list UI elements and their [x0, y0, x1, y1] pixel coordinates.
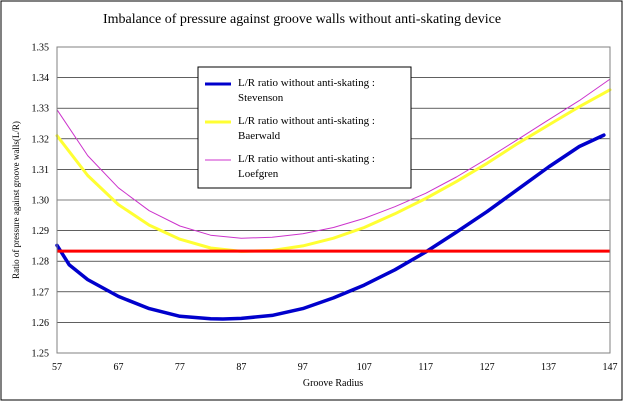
- y-tick-label: 1.25: [32, 349, 50, 360]
- plot-area-border: [56, 46, 611, 354]
- legend-label-baerwald-line2: Baerwald: [238, 130, 281, 142]
- x-tick-label: 87: [236, 362, 246, 373]
- x-tick-label: 137: [541, 362, 556, 373]
- legend-label-loefgren-line1: L/R ratio without anti-skating :: [238, 153, 375, 165]
- legend-label-baerwald-line1: L/R ratio without anti-skating :: [238, 115, 375, 127]
- legend-label-loefgren-line2: Loefgren: [238, 168, 279, 180]
- x-tick-label: 107: [357, 362, 372, 373]
- series-line-baerwald: [55, 88, 612, 253]
- y-tick-label: 1.29: [32, 226, 50, 237]
- y-tick-label: 1.26: [32, 318, 50, 329]
- x-tick-label: 147: [603, 362, 618, 373]
- x-tick-label: 77: [175, 362, 185, 373]
- y-tick-label: 1.30: [32, 196, 50, 207]
- legend: L/R ratio without anti-skating : Stevens…: [197, 66, 412, 189]
- x-tick-labels: 57 67 77 87 97 107 117 127 137 147: [52, 362, 618, 373]
- series-line-loefgren: [56, 78, 611, 239]
- x-tick-label: 57: [52, 362, 62, 373]
- y-tick-label: 1.34: [32, 73, 50, 84]
- legend-label-stevenson-line2: Stevenson: [238, 92, 284, 104]
- y-tick-labels: 1.25 1.26 1.27 1.28 1.29 1.30 1.31 1.32 1.33 1.34…: [32, 43, 50, 360]
- x-axis-label: Groove Radius: [303, 378, 363, 389]
- y-tick-label: 1.31: [32, 165, 50, 176]
- series-layer: [55, 78, 612, 321]
- y-tick-label: 1.32: [32, 134, 50, 145]
- y-axis-label: Ratio of pressure against groove walls(L…: [11, 121, 21, 279]
- x-tick-label: 97: [298, 362, 308, 373]
- y-tick-label: 1.33: [32, 104, 50, 115]
- x-tick-label: 67: [113, 362, 123, 373]
- y-tick-label: 1.28: [32, 257, 50, 268]
- chart-title: Imbalance of pressure against groove wal…: [103, 12, 501, 27]
- x-tick-label: 117: [418, 362, 433, 373]
- x-tick-label: 127: [480, 362, 495, 373]
- series-line-stevenson: [55, 133, 606, 321]
- legend-label-stevenson-line1: L/R ratio without anti-skating :: [238, 77, 375, 89]
- y-tick-label: 1.35: [32, 43, 50, 54]
- legend-box: [197, 66, 412, 189]
- y-tick-label: 1.27: [32, 287, 50, 298]
